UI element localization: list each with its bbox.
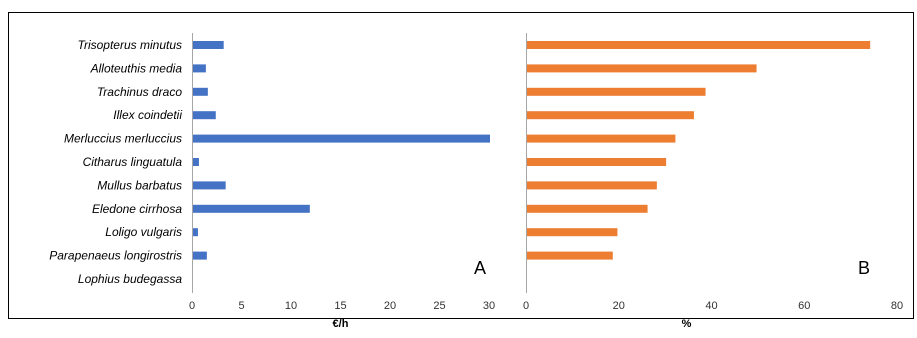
category-label: Eledone cirrhosa: [92, 202, 182, 216]
bar-a-1: [193, 64, 206, 73]
x-tick-label: 80: [891, 300, 903, 312]
x-tick-label: 25: [433, 300, 445, 312]
x-tick-label: 10: [285, 300, 297, 312]
panel-label-b: B: [858, 258, 870, 278]
bar-a-7: [193, 204, 310, 213]
category-label: Trisopterus minutus: [78, 38, 182, 52]
bar-b-8: [527, 228, 618, 237]
x-tick-label: 15: [334, 300, 346, 312]
bar-b-6: [527, 181, 657, 190]
category-label: Illex coindetii: [113, 108, 182, 122]
x-tick-label: 60: [798, 300, 810, 312]
bar-b-7: [527, 204, 648, 213]
x-tick-label: 0: [189, 300, 195, 312]
bar-b-1: [527, 64, 757, 73]
category-label: Mullus barbatus: [97, 178, 182, 192]
category-label: Citharus linguatula: [83, 155, 183, 169]
x-tick-label: 0: [523, 300, 529, 312]
panel-b: 0 20 40 60 80% B: [523, 33, 903, 330]
bar-b-0: [527, 41, 871, 49]
category-label: Alloteuthis media: [90, 61, 183, 75]
category-label: Lophius budegassa: [78, 272, 182, 286]
bar-a-5: [193, 158, 199, 166]
x-tick-label: 20: [384, 300, 396, 312]
bar-b-3: [527, 111, 694, 120]
category-labels: Trisopterus minutus Alloteuthis media Trac…: [49, 38, 182, 286]
x-tick-label: 20: [613, 300, 625, 312]
x-axis-label: %: [682, 318, 692, 330]
bar-a-6: [193, 181, 226, 190]
x-axis-label: €/h: [333, 318, 349, 330]
bar-b-9: [527, 251, 613, 260]
bar-b-4: [527, 134, 676, 143]
bar-b-2: [527, 87, 706, 96]
bar-a-4: [193, 134, 490, 143]
x-tick-label: 30: [483, 300, 495, 312]
category-label: Merluccius merluccius: [64, 132, 182, 146]
category-label: Loligo vulgaris: [105, 225, 182, 239]
bar-a-3: [193, 111, 216, 120]
bar-b-5: [527, 158, 667, 166]
panel-a: 0 5 10 15 20 25 30 €/h A: [189, 33, 495, 330]
bar-a-9: [193, 251, 207, 260]
category-label: Trachinus draco: [97, 85, 182, 99]
bar-a-0: [193, 41, 224, 49]
bar-a-2: [193, 87, 208, 96]
x-tick-label: 5: [238, 300, 244, 312]
bar-a-8: [193, 228, 198, 237]
panel-label-a: A: [474, 258, 486, 278]
figure-frame: [8, 12, 914, 319]
x-tick-label: 40: [705, 300, 717, 312]
category-label: Parapenaeus longirostris: [49, 249, 182, 263]
